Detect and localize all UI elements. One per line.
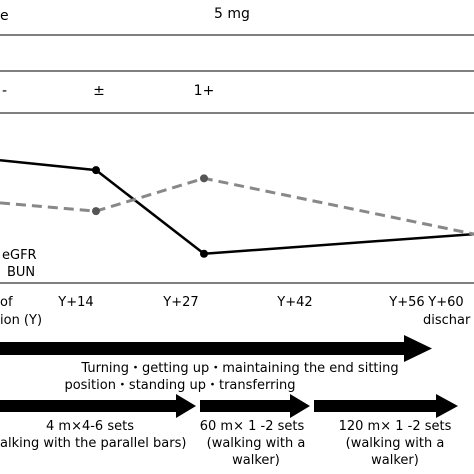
walking-arrow-1 [0, 394, 196, 418]
walk1-text: alking with the parallel bars) [0, 436, 186, 451]
dose-label: 5 mg [214, 6, 250, 22]
walk2-text: 60 m× 1 -2 sets [200, 419, 305, 434]
main-arrow-text: Turning・getting up・maintaining the end s… [80, 361, 398, 376]
walk3-text: (walking with a [346, 436, 445, 451]
tick-label: Y+60 [427, 295, 463, 310]
walk3-text: walker) [371, 453, 419, 468]
axis-left-label: of [0, 295, 13, 310]
series-line-egfr [0, 159, 474, 256]
walk1-text: 4 m×4-6 sets [46, 419, 134, 434]
data-point-bun [92, 207, 100, 216]
header-fragment: e [0, 8, 9, 24]
main-rehab-arrow [0, 335, 432, 362]
axis-left-label: ion (Y) [0, 313, 42, 328]
tick-label: Y+42 [276, 295, 312, 310]
urine-protein-first: - [2, 83, 7, 99]
data-point-bun [200, 174, 208, 183]
data-point-egfr [200, 249, 208, 258]
legend-bun: BUN [7, 265, 35, 280]
tick-label: Y+14 [57, 295, 93, 310]
data-point-egfr [92, 166, 100, 175]
walk3-text: 120 m× 1 -2 sets [339, 419, 452, 434]
tick-label: Y+27 [162, 295, 198, 310]
walking-arrow-3 [314, 394, 458, 418]
walk2-text: (walking with a [207, 436, 306, 451]
urine-protein-y27: 1+ [194, 83, 215, 99]
discharge-label: dischar [423, 313, 471, 328]
walking-arrow-2 [200, 394, 310, 418]
main-arrow-text: position・standing up・transferring [64, 378, 295, 393]
series-line-bun [0, 176, 474, 236]
legend-egfr: eGFR [2, 248, 37, 263]
chart-area [0, 159, 474, 258]
walk2-text: walker) [232, 453, 280, 468]
urine-protein-y14: ± [93, 83, 105, 99]
tick-label: Y+56 [388, 295, 424, 310]
